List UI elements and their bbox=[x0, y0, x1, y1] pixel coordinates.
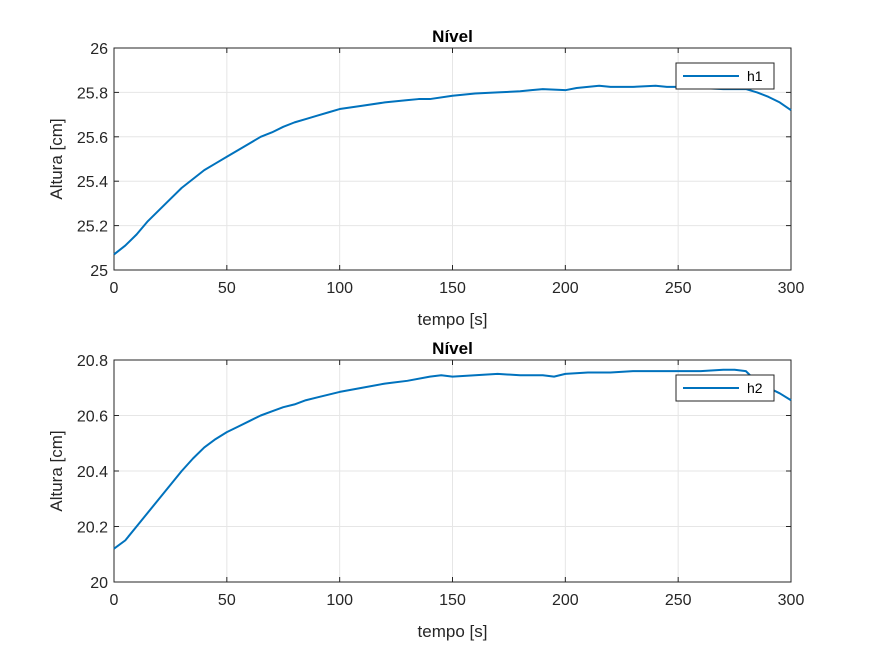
chart2-series-line-h2 bbox=[113, 368, 792, 550]
chart2-legend-label-h2: h2 bbox=[747, 380, 763, 396]
chart1-y-tick-label-3: 25.6 bbox=[77, 130, 108, 147]
chart2-x-tick-label-1: 50 bbox=[218, 592, 236, 609]
chart1-x-tick-label-1: 50 bbox=[218, 280, 236, 297]
chart1-series-line-h1 bbox=[113, 84, 792, 256]
chart1-y-tick-label-2: 25.4 bbox=[77, 174, 108, 191]
chart1-x-tick-label-0: 0 bbox=[110, 280, 119, 297]
chart1-x-tick-label-3: 150 bbox=[439, 280, 466, 297]
chart1-x-axis-label: tempo [s] bbox=[418, 310, 488, 329]
chart1-x-tick-label-6: 300 bbox=[778, 280, 805, 297]
chart1-y-tick-label-5: 26 bbox=[90, 41, 108, 58]
chart2-x-tick-label-3: 150 bbox=[439, 592, 466, 609]
chart2-x-tick-label-6: 300 bbox=[778, 592, 805, 609]
chart2-title: Nível bbox=[432, 339, 473, 358]
chart1-y-tick-label-0: 25 bbox=[90, 263, 108, 280]
chart2-y-tick-label-4: 20.8 bbox=[77, 353, 108, 370]
chart1-x-tick-label-5: 250 bbox=[665, 280, 692, 297]
chart1-legend-label-h1: h1 bbox=[747, 68, 763, 84]
chart1-y-tick-label-1: 25.2 bbox=[77, 219, 108, 236]
chart1-y-tick-label-4: 25.8 bbox=[77, 85, 108, 102]
chart2-x-tick-label-2: 100 bbox=[326, 592, 353, 609]
chart2-x-tick-label-5: 250 bbox=[665, 592, 692, 609]
chart1-x-tick-label-4: 200 bbox=[552, 280, 579, 297]
chart1-title: Nível bbox=[432, 27, 473, 46]
chart2-y-axis-label: Altura [cm] bbox=[47, 430, 66, 511]
chart2-y-tick-label-1: 20.2 bbox=[77, 520, 108, 537]
chart1-x-tick-label-2: 100 bbox=[326, 280, 353, 297]
chart1-y-axis-label: Altura [cm] bbox=[47, 118, 66, 199]
chart2-x-tick-label-0: 0 bbox=[110, 592, 119, 609]
chart2-x-axis-label: tempo [s] bbox=[418, 622, 488, 641]
chart2-y-tick-label-2: 20.4 bbox=[77, 464, 108, 481]
chart2-y-tick-label-0: 20 bbox=[90, 575, 108, 592]
chart2-y-tick-label-3: 20.6 bbox=[77, 409, 108, 426]
chart2-x-tick-label-4: 200 bbox=[552, 592, 579, 609]
